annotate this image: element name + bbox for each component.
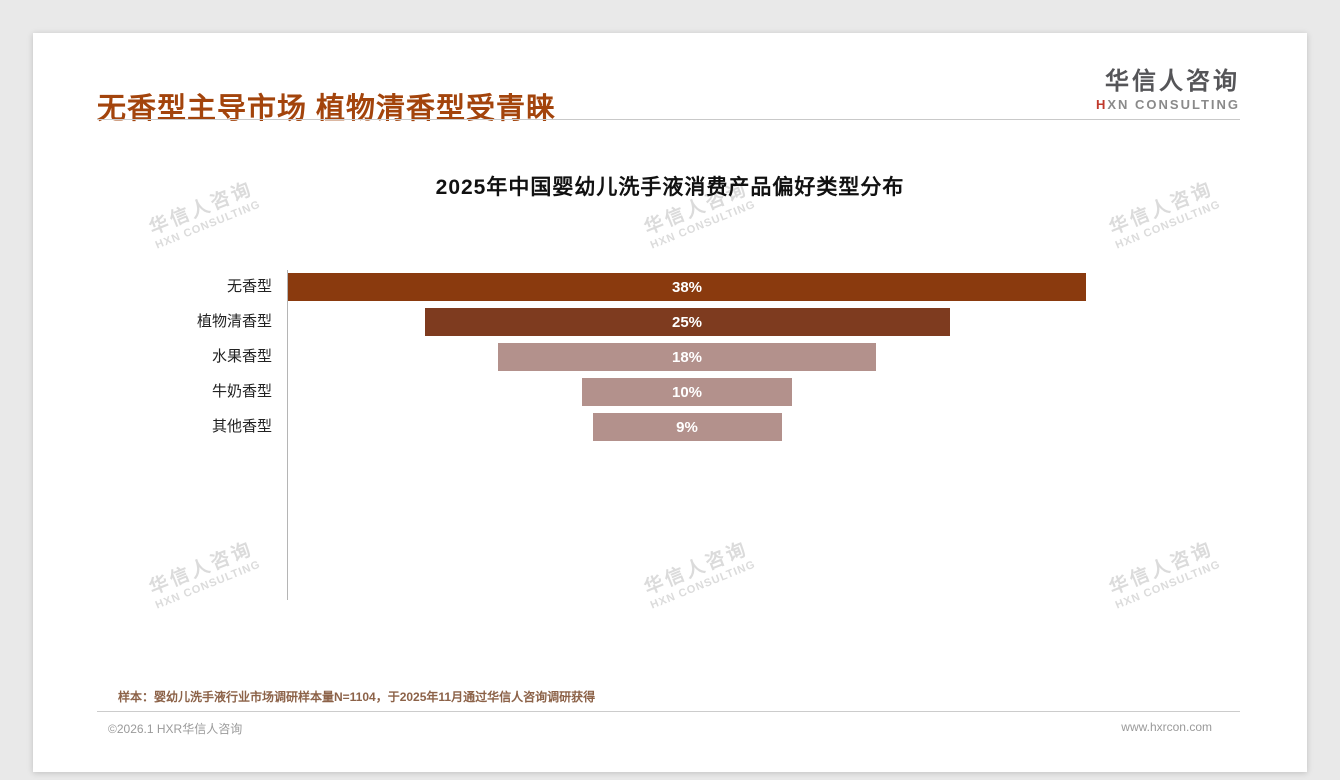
bar-value-label: 38% xyxy=(671,278,703,296)
bar-value-label: 25% xyxy=(671,313,703,331)
bar: 10% xyxy=(582,378,792,406)
bar-value-label: 9% xyxy=(676,418,698,436)
sample-note: 样本：婴幼儿洗手液行业市场调研样本量N=1104，于2025年11月通过华信人咨… xyxy=(118,690,596,704)
bar-row: 牛奶香型 10% xyxy=(33,378,1307,406)
bar-row: 水果香型 18% xyxy=(33,343,1307,371)
company-logo: 华信人咨询 HXN CONSULTING xyxy=(1096,61,1240,114)
category-label: 无香型 xyxy=(226,278,272,295)
header-divider xyxy=(97,119,1240,120)
copyright-text: ©2026.1 HXR华信人咨询 xyxy=(108,722,243,736)
bar: 9% xyxy=(592,413,782,441)
footer-divider xyxy=(97,711,1240,712)
chart-title: 2025年中国婴幼儿洗手液消费产品偏好类型分布 xyxy=(435,176,905,199)
logo-name: 华信人咨询 xyxy=(1105,68,1240,95)
bar-row: 植物清香型 25% xyxy=(33,308,1307,336)
bar-chart: 无香型 38% 植物清香型 25% 水果香型 18% 牛奶香型 10% 其他香型 9% xyxy=(33,33,1307,772)
bar-row: 无香型 38% xyxy=(33,273,1307,301)
bar-value-label: 10% xyxy=(671,383,703,401)
website-text: www.hxrcon.com xyxy=(1121,720,1212,734)
category-label: 其他香型 xyxy=(211,418,272,435)
slide-card: 华信人咨询 HXN CONSULTING 华信人咨询 HXN CONSULTIN… xyxy=(33,33,1307,772)
bar: 18% xyxy=(498,343,876,371)
category-label: 牛奶香型 xyxy=(211,383,272,400)
category-label: 水果香型 xyxy=(211,348,272,365)
category-label: 植物清香型 xyxy=(196,313,272,330)
bar: 38% xyxy=(288,273,1086,301)
logo-subtitle: HXN CONSULTING xyxy=(1095,97,1240,112)
y-axis-line xyxy=(287,270,288,600)
bar-value-label: 18% xyxy=(671,348,703,366)
bar-row: 其他香型 9% xyxy=(33,413,1307,441)
bar: 25% xyxy=(424,308,950,336)
